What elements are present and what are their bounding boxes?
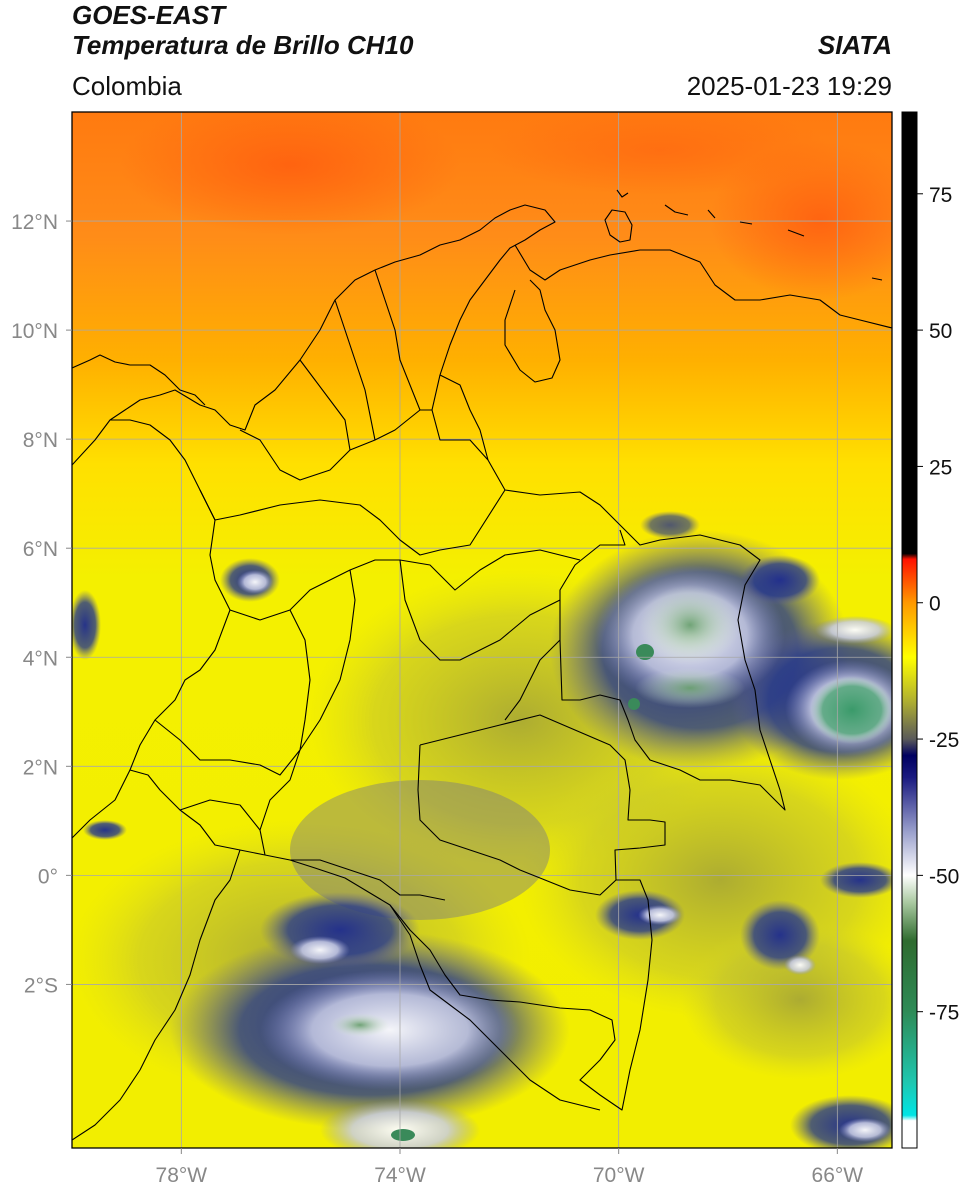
gridlines	[72, 112, 892, 1148]
lat-tick-label: 10°N	[11, 320, 58, 343]
colorbar-tick-label: -25	[929, 729, 959, 752]
colorbar-ticks: 75 50 25 0 -25 -50 -75	[917, 184, 959, 1025]
region-label: Colombia	[72, 71, 182, 101]
lon-tick-label: 74°W	[374, 1164, 426, 1187]
lat-tick-label: 2°S	[24, 974, 58, 997]
satellite-title: GOES-EAST	[72, 0, 226, 30]
colorbar-tick-label: 75	[929, 184, 952, 207]
longitude-axis: 78°W 74°W 70°W 66°W	[156, 1148, 864, 1187]
colorbar-scale	[901, 111, 918, 1149]
colorbar-tick-label: 0	[929, 593, 941, 616]
colorbar-tick-label: -75	[929, 1002, 959, 1025]
brightness-temperature-field	[72, 112, 892, 1148]
lon-tick-label: 78°W	[156, 1164, 208, 1187]
latitude-axis: 12°N 10°N 8°N 6°N 4°N 2°N 0° 2°S	[11, 211, 72, 997]
lon-tick-label: 70°W	[593, 1164, 645, 1187]
lat-tick-label: 6°N	[23, 538, 58, 561]
lon-tick-label: 66°W	[812, 1164, 864, 1187]
colorbar: 75 50 25 0 -25 -50 -75	[901, 111, 959, 1149]
source-label: SIATA	[817, 30, 892, 60]
product-title: Temperatura de Brillo CH10	[72, 30, 414, 60]
lat-tick-label: 0°	[38, 865, 58, 888]
timestamp-label: 2025-01-23 19:29	[686, 71, 892, 101]
political-boundaries	[72, 189, 892, 1141]
lat-tick-label: 2°N	[23, 756, 58, 779]
lat-tick-label: 4°N	[23, 647, 58, 670]
colorbar-tick-label: 25	[929, 456, 952, 479]
lat-tick-label: 12°N	[11, 211, 58, 234]
colorbar-tick-label: 50	[929, 320, 952, 343]
lat-tick-label: 8°N	[23, 429, 58, 452]
map-frame	[71, 111, 893, 1149]
colorbar-tick-label: -50	[929, 865, 959, 888]
